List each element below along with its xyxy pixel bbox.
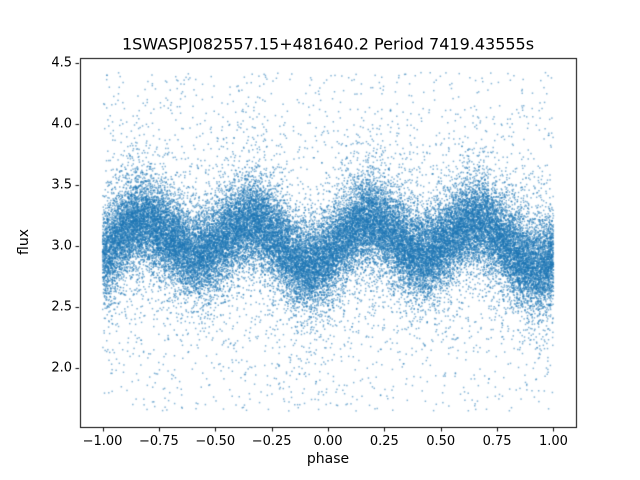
x-axis-label: phase xyxy=(306,451,350,467)
y-tick-label: 2.5 xyxy=(51,299,72,315)
x-tick-label: −0.75 xyxy=(138,434,179,449)
x-tick-label: 0.75 xyxy=(482,434,512,449)
y-tick-label: 3.0 xyxy=(51,238,72,254)
x-tick-label: −1.00 xyxy=(82,434,123,449)
x-tick-label: 0.00 xyxy=(313,434,343,449)
y-tick-label: 4.0 xyxy=(51,116,72,132)
y-tick-label: 2.0 xyxy=(51,360,72,376)
x-tick-label: −0.50 xyxy=(195,434,236,449)
x-tick-label: −0.25 xyxy=(251,434,292,449)
x-tick-label: 1.00 xyxy=(538,434,568,449)
chart-title: 1SWASPJ082557.15+481640.2 Period 7419.43… xyxy=(121,34,535,54)
y-tick-label: 3.5 xyxy=(51,177,72,193)
x-tick-label: 0.50 xyxy=(426,434,456,449)
x-tick-label: 0.25 xyxy=(369,434,399,449)
y-tick-label: 4.5 xyxy=(51,55,72,71)
